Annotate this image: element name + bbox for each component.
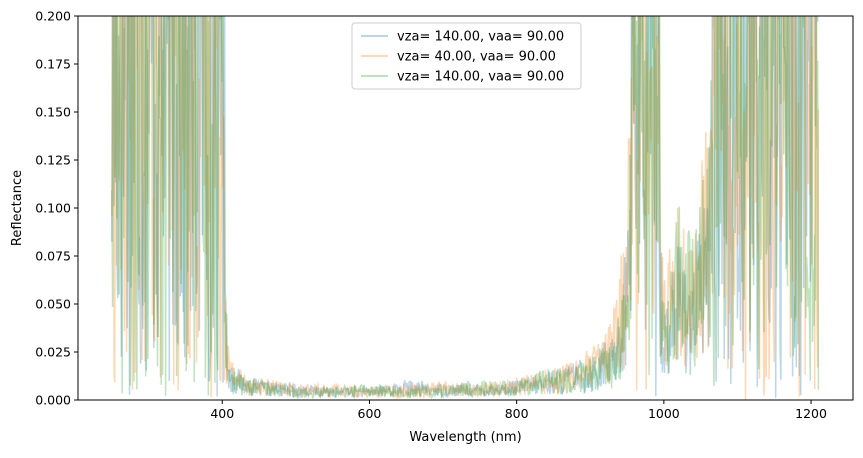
y-tick-label: 0.000 <box>35 393 71 408</box>
y-tick-label: 0.050 <box>35 297 71 312</box>
y-tick-label: 0.100 <box>35 201 71 216</box>
y-tick-label: 0.125 <box>35 153 71 168</box>
series-line-2 <box>111 16 820 400</box>
x-axis: 400 600 800 1000 1200 <box>210 400 827 421</box>
legend: vza= 140.00, vaa= 90.00 vza= 40.00, vaa= … <box>351 22 582 90</box>
x-tick-label: 800 <box>505 406 529 421</box>
series-line-1 <box>111 16 819 400</box>
x-tick-label: 600 <box>358 406 382 421</box>
legend-entry: vza= 140.00, vaa= 90.00 <box>397 30 564 45</box>
y-tick-label: 0.025 <box>35 345 71 360</box>
x-tick-label: 1000 <box>648 406 680 421</box>
y-tick-label: 0.075 <box>35 249 71 264</box>
x-tick-label: 400 <box>210 406 234 421</box>
y-tick-label: 0.200 <box>35 9 71 24</box>
x-tick-label: 1200 <box>795 406 827 421</box>
y-tick-label: 0.175 <box>35 57 71 72</box>
y-tick-label: 0.150 <box>35 105 71 120</box>
legend-entry: vza= 140.00, vaa= 90.00 <box>397 70 564 85</box>
series-line-3 <box>111 16 820 400</box>
series-layer <box>111 16 820 400</box>
y-axis: 0.000 0.025 0.050 0.075 0.100 0.125 0.150 0.175… <box>35 9 78 408</box>
legend-box <box>351 22 582 90</box>
y-axis-label: Reflectance <box>10 170 25 246</box>
x-axis-label: Wavelength (nm) <box>409 430 521 445</box>
legend-entry: vza= 40.00, vaa= 90.00 <box>397 50 556 65</box>
